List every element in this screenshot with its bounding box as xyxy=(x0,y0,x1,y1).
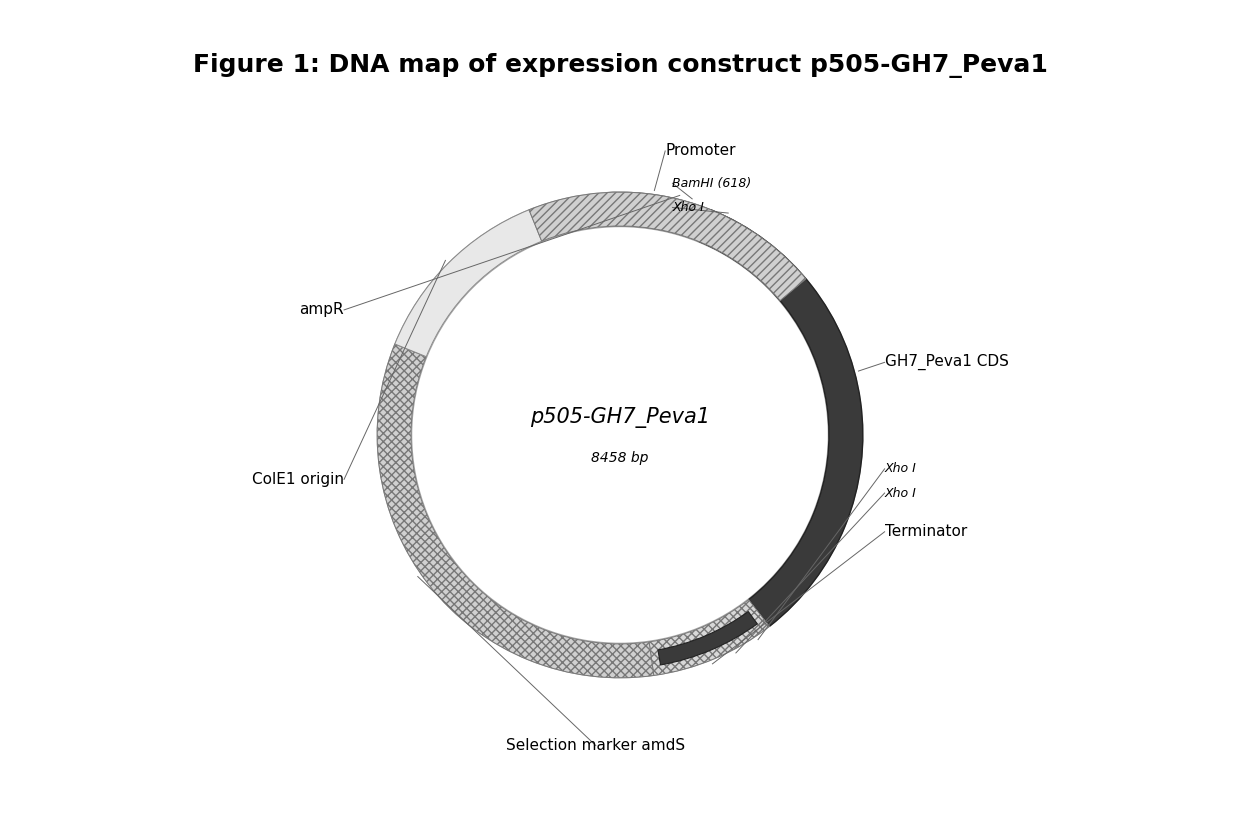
Text: BamHI (618): BamHI (618) xyxy=(672,176,751,189)
Wedge shape xyxy=(529,192,806,301)
Wedge shape xyxy=(649,600,770,676)
Wedge shape xyxy=(658,611,758,665)
Text: Xho I: Xho I xyxy=(884,463,916,476)
Wedge shape xyxy=(377,344,653,678)
Wedge shape xyxy=(608,192,711,241)
Text: Xho I: Xho I xyxy=(672,201,704,214)
Wedge shape xyxy=(698,210,863,626)
Wedge shape xyxy=(394,210,542,357)
Text: Selection marker amdS: Selection marker amdS xyxy=(506,738,686,753)
Text: p505-GH7_Peva1: p505-GH7_Peva1 xyxy=(529,406,711,428)
Text: GH7_Peva1 CDS: GH7_Peva1 CDS xyxy=(884,354,1008,371)
Text: Figure 1: DNA map of expression construct p505-GH7_Peva1: Figure 1: DNA map of expression construc… xyxy=(192,53,1048,78)
Text: ColE1 origin: ColE1 origin xyxy=(252,472,343,487)
Text: Promoter: Promoter xyxy=(665,143,735,159)
Text: ampR: ampR xyxy=(300,302,343,317)
Text: Xho I: Xho I xyxy=(884,486,916,499)
Text: Terminator: Terminator xyxy=(884,524,967,539)
Text: 8458 bp: 8458 bp xyxy=(591,450,649,464)
